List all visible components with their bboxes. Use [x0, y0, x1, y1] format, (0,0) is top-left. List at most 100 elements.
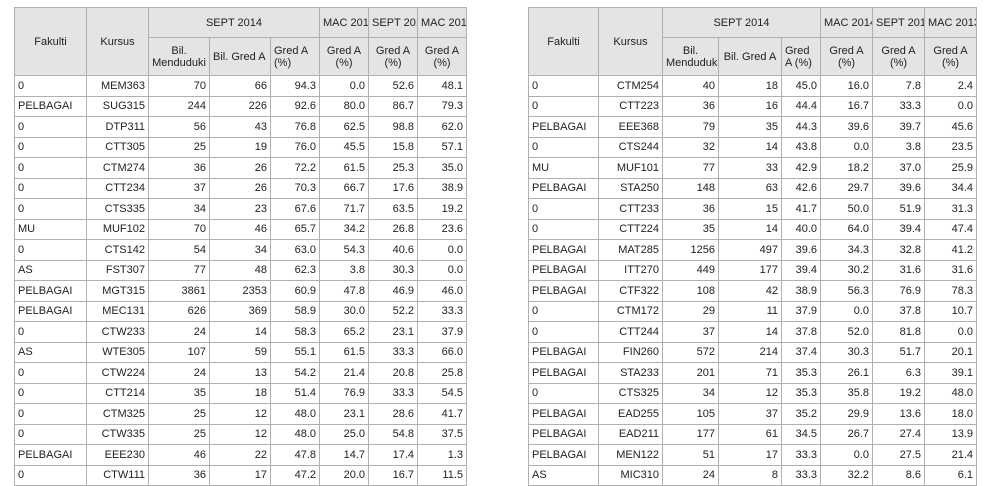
gred-a-mac2014-cell: 0.0: [820, 444, 874, 466]
gred-a-mac2013-cell: 35.0: [417, 157, 468, 179]
gred-a-mac2013-cell: 48.1: [417, 75, 468, 97]
gred-a-mac2013-cell: 20.1: [924, 341, 978, 363]
gred-a-mac2014-cell: 21.4: [319, 362, 370, 384]
bil-menduduki-cell: 40: [662, 75, 719, 97]
gred-a-mac2013-cell: 41.7: [417, 403, 468, 425]
fakulti-cell: 0: [14, 321, 87, 343]
header-mac-2013: MAC 2013: [924, 7, 978, 38]
gred-a-sept2013-cell: 19.2: [872, 382, 926, 404]
kursus-cell: CTS244: [598, 136, 663, 158]
kursus-cell: CTT305: [86, 136, 149, 158]
bil-menduduki-cell: 25: [148, 136, 210, 158]
gred-a-sept2013-cell: 51.9: [872, 198, 926, 220]
table-row: 0 CTT305 25 19 76.0 45.5 15.8 57.1: [14, 136, 468, 158]
gred-a-sept2013-cell: 20.8: [368, 362, 419, 384]
gred-a-mac2014-cell: 34.2: [319, 218, 370, 240]
gred-a-sept2014-cell: 37.4: [780, 341, 822, 363]
fakulti-cell: 0: [14, 403, 87, 425]
gred-a-sept2013-cell: 15.8: [368, 136, 419, 158]
bil-menduduki-cell: 572: [662, 341, 719, 363]
gred-a-sept2014-cell: 42.6: [780, 177, 822, 199]
fakulti-cell: 0: [528, 136, 599, 158]
bil-gred-a-cell: 42: [718, 280, 782, 302]
fakulti-cell: 0: [528, 382, 599, 404]
gred-a-sept2014-cell: 35.3: [780, 382, 822, 404]
kursus-cell: CTT214: [86, 382, 149, 404]
bil-menduduki-cell: 51: [662, 444, 719, 466]
kursus-cell: CTM254: [598, 75, 663, 97]
gred-a-mac2014-cell: 62.5: [319, 116, 370, 138]
gred-a-mac2014-cell: 30.3: [820, 341, 874, 363]
gred-a-sept2013-cell: 39.7: [872, 116, 926, 138]
bil-menduduki-cell: 36: [662, 198, 719, 220]
kursus-cell: CTS142: [86, 239, 149, 261]
bil-gred-a-cell: 497: [718, 239, 782, 261]
kursus-cell: MEM363: [86, 75, 149, 97]
table-row: PELBAGAI MGT315 3861 2353 60.9 47.8 46.9 46.0: [14, 280, 468, 302]
bil-gred-a-cell: 19: [209, 136, 271, 158]
gred-a-mac2014-cell: 61.5: [319, 341, 370, 363]
gred-a-mac2014-cell: 14.7: [319, 444, 370, 466]
gred-a-sept2014-cell: 39.6: [780, 239, 822, 261]
bil-gred-a-cell: 16: [718, 95, 782, 117]
header-mac-2014: MAC 2014: [820, 7, 874, 38]
table-row: MU MUF101 77 33 42.9 18.2 37.0 25.9: [528, 157, 978, 179]
kursus-cell: FST307: [86, 259, 149, 281]
gred-a-sept2014-cell: 76.8: [269, 116, 321, 138]
bil-menduduki-cell: 34: [148, 198, 210, 220]
bil-gred-a-cell: 66: [209, 75, 271, 97]
gred-a-mac2014-cell: 45.5: [319, 136, 370, 158]
gred-a-sept2013-cell: 40.6: [368, 239, 419, 261]
table-row: 0 CTT224 35 14 40.0 64.0 39.4 47.4: [528, 218, 978, 240]
gred-a-sept2014-cell: 47.2: [269, 464, 321, 486]
bil-menduduki-cell: 177: [662, 423, 719, 445]
kursus-cell: CTW335: [86, 423, 149, 445]
gred-a-mac2013-cell: 11.5: [417, 464, 468, 486]
gred-a-sept2013-cell: 54.8: [368, 423, 419, 445]
gred-a-sept2013-cell: 52.6: [368, 75, 419, 97]
fakulti-cell: PELBAGAI: [528, 362, 599, 384]
gred-a-mac2014-cell: 23.1: [319, 403, 370, 425]
gred-a-sept2014-cell: 35.2: [780, 403, 822, 425]
gred-a-mac2014-cell: 39.6: [820, 116, 874, 138]
header-sept-2013: SEPT 2013: [872, 7, 926, 38]
table-row: PELBAGAI EAD211 177 61 34.5 26.7 27.4 13.9: [528, 423, 978, 445]
bil-menduduki-cell: 46: [148, 444, 210, 466]
gred-a-sept2014-cell: 33.3: [780, 464, 822, 486]
bil-menduduki-cell: 37: [662, 321, 719, 343]
gred-a-sept2013-cell: 16.7: [368, 464, 419, 486]
bil-menduduki-cell: 37: [148, 177, 210, 199]
bil-gred-a-cell: 46: [209, 218, 271, 240]
bil-gred-a-cell: 2353: [209, 280, 271, 302]
bil-gred-a-cell: 14: [718, 321, 782, 343]
bil-gred-a-cell: 18: [718, 75, 782, 97]
gred-a-mac2014-cell: 30.0: [319, 300, 370, 322]
kursus-cell: FIN260: [598, 341, 663, 363]
table-row: PELBAGAI EAD255 105 37 35.2 29.9 13.6 18.0: [528, 403, 978, 425]
bil-gred-a-cell: 12: [718, 382, 782, 404]
gred-a-sept2013-cell: 31.6: [872, 259, 926, 281]
bil-gred-a-cell: 37: [718, 403, 782, 425]
header-sept-2014: SEPT 2014: [147, 7, 321, 38]
gred-a-mac2013-cell: 31.3: [924, 198, 978, 220]
gred-a-mac2014-cell: 25.0: [319, 423, 370, 445]
gred-a-sept2013-cell: 13.6: [872, 403, 926, 425]
gred-a-sept2013-cell: 26.8: [368, 218, 419, 240]
header-kursus: Kursus: [86, 7, 149, 76]
gred-a-sept2014-cell: 44.3: [780, 116, 822, 138]
bil-gred-a-cell: 17: [718, 444, 782, 466]
bil-gred-a-cell: 12: [209, 403, 271, 425]
bil-gred-a-cell: 34: [209, 239, 271, 261]
gred-a-mac2014-cell: 0.0: [820, 136, 874, 158]
table-row: 0 CTS244 32 14 43.8 0.0 3.8 23.5: [528, 136, 978, 158]
fakulti-cell: 0: [14, 464, 87, 486]
table-row: 0 CTT223 36 16 44.4 16.7 33.3 0.0: [528, 95, 978, 117]
fakulti-cell: MU: [528, 157, 599, 179]
header-fakulti: Fakulti: [528, 7, 599, 76]
fakulti-cell: AS: [528, 464, 599, 486]
right-results-table: Fakulti Kursus SEPT 2014 MAC 2014 SEPT 2…: [528, 7, 978, 486]
gred-a-mac2013-cell: 62.0: [417, 116, 468, 138]
fakulti-cell: 0: [14, 177, 87, 199]
bil-menduduki-cell: 24: [148, 362, 210, 384]
gred-a-sept2013-cell: 39.4: [872, 218, 926, 240]
